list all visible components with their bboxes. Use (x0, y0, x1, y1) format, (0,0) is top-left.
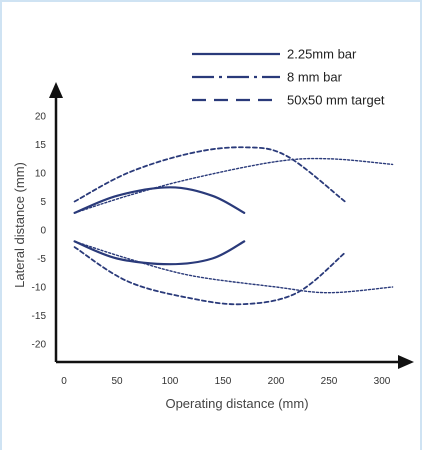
y-tick-label: 0 (40, 226, 46, 237)
y-tick-label: -15 (32, 311, 47, 322)
legend-label-3: 50x50 mm target (287, 93, 385, 108)
x-tick-label: 300 (374, 376, 391, 387)
series-line-2-upper (73, 157, 394, 214)
x-tick-label: 150 (215, 376, 232, 387)
y-axis-arrow (49, 82, 63, 98)
series-line-3-lower (73, 246, 346, 306)
y-tick-label: 10 (35, 169, 47, 180)
y-tick-label: 15 (35, 140, 47, 151)
y-tick-label: 20 (35, 112, 47, 123)
legend-label-2: 8 mm bar (287, 70, 343, 85)
series-line-3-upper (73, 146, 346, 203)
x-tick-label: 0 (61, 376, 67, 387)
x-tick-label: 250 (321, 376, 338, 387)
y-tick-label: -20 (32, 340, 47, 351)
y-axis-title: Lateral distance (mm) (12, 162, 27, 288)
x-tick-label: 100 (162, 376, 179, 387)
series-lines (73, 146, 394, 306)
y-tick-label: 5 (40, 197, 46, 208)
y-tick-label: -5 (37, 254, 46, 265)
y-tick-labels: 20 15 10 5 0 -5 -10 -15 -20 (32, 112, 47, 351)
series-line-1-lower (73, 240, 246, 266)
x-axis-title: Operating distance (mm) (165, 396, 308, 411)
y-tick-label: -10 (32, 283, 47, 294)
x-axis-arrow (398, 355, 414, 369)
series-line-2-lower (73, 240, 394, 294)
legend-label-1: 2.25mm bar (287, 47, 357, 62)
legend: 2.25mm bar 8 mm bar 50x50 mm target (192, 47, 385, 108)
x-tick-label: 50 (111, 376, 123, 387)
series-line-1-upper (73, 186, 246, 214)
axes (49, 82, 414, 369)
x-tick-labels: 0 50 100 150 200 250 300 (61, 376, 391, 387)
x-tick-label: 200 (268, 376, 285, 387)
